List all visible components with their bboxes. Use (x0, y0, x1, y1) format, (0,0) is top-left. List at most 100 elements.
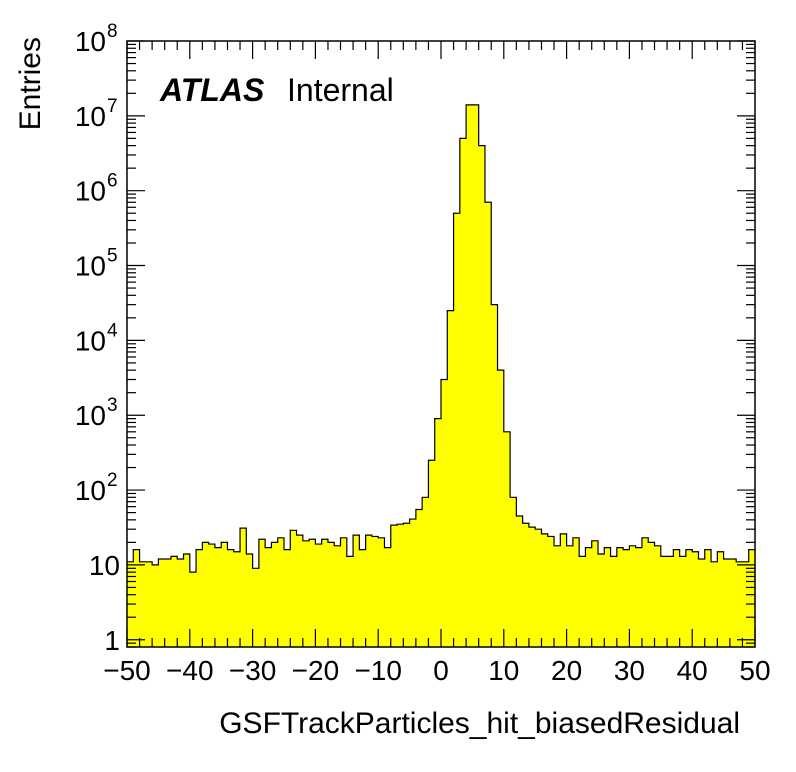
y-axis-title: Entries (14, 37, 47, 130)
y-tick-label: 10 (75, 400, 106, 431)
histogram-bin (711, 561, 718, 647)
histogram-bin (472, 104, 479, 647)
histogram-bin (265, 547, 272, 647)
histogram-bin (742, 561, 750, 647)
histogram-bin (233, 551, 241, 647)
histogram-bin (164, 558, 172, 647)
histogram-bin (654, 545, 662, 647)
histogram-bin (208, 544, 216, 647)
histogram-bin (629, 545, 636, 647)
x-tick-label: 30 (614, 655, 645, 686)
histogram-bars (127, 104, 756, 647)
histogram-bin (604, 547, 611, 647)
histogram-outline (127, 104, 755, 573)
histogram-bin (484, 202, 492, 647)
histogram-bin (409, 519, 417, 647)
histogram-bin (290, 530, 297, 647)
histogram-bin (327, 542, 335, 647)
x-tick-label: −50 (103, 655, 151, 686)
histogram-bin (616, 547, 624, 647)
atlas-label: ATLAS (159, 72, 265, 108)
histogram-bin (566, 545, 574, 647)
histogram-bin (177, 558, 184, 647)
y-tick-label: 10 (75, 101, 106, 132)
histogram-bin (384, 547, 392, 647)
histogram-bin (478, 145, 486, 647)
histogram-bin (170, 556, 178, 647)
histogram-bin (748, 549, 756, 647)
histogram-bin (648, 542, 655, 647)
histogram-bin (434, 418, 442, 647)
histogram-bin (428, 460, 436, 647)
histogram-bin (227, 549, 235, 647)
histogram-bin (214, 547, 222, 647)
histogram-bin (660, 556, 668, 647)
histogram-bin (415, 509, 423, 647)
y-tick-label: 1 (104, 625, 120, 656)
x-tick-labels: −50 −40 −30 −20 −10 0 10 20 30 40 50 (103, 655, 770, 686)
histogram-bin (635, 547, 643, 647)
y-tick-label: 10 (75, 475, 106, 506)
x-tick-label: −30 (229, 655, 277, 686)
axis-ticks (126, 40, 756, 648)
histogram-bin (717, 551, 724, 647)
y-tick-exponent: 2 (107, 470, 118, 491)
histogram-bin (403, 523, 410, 647)
y-tick-exponent: 8 (107, 21, 118, 42)
histogram-bin (641, 537, 649, 647)
histogram-bin (459, 138, 467, 647)
histogram-bin (522, 523, 530, 647)
histogram-bin (541, 533, 549, 647)
histogram-bin (598, 553, 605, 647)
histogram-bin (133, 549, 140, 647)
histogram-bin (453, 213, 461, 647)
histogram-bin (729, 558, 737, 647)
histogram-bin (466, 104, 473, 647)
histogram-bin (340, 537, 348, 647)
histogram-bin (528, 527, 536, 647)
histogram-bin (183, 553, 191, 647)
x-axis-title: GSFTrackParticles_hit_biasedResidual (219, 707, 740, 740)
histogram-bin (510, 497, 517, 647)
histogram-bin (334, 545, 341, 647)
histogram-bin (610, 556, 618, 647)
histogram-bin (503, 431, 511, 647)
y-tick-label: 10 (75, 251, 106, 282)
histogram-bin (378, 537, 385, 647)
histogram-bin (139, 561, 147, 647)
histogram-bin (221, 542, 228, 647)
histogram-bin (189, 572, 197, 647)
histogram-bin (516, 516, 523, 647)
histogram-bin (554, 545, 561, 647)
y-tick-label: 10 (75, 325, 106, 356)
histogram-bin (284, 549, 291, 647)
histogram-bin (560, 533, 567, 647)
histogram-bin (679, 556, 687, 647)
histogram-bin (258, 539, 266, 647)
histogram-bin (535, 529, 542, 647)
histogram-bin (591, 540, 599, 647)
x-tick-label: −40 (166, 655, 214, 686)
histogram-bin (579, 556, 586, 647)
histogram-bin (246, 553, 253, 647)
histogram-bin (390, 525, 398, 647)
x-tick-label: 20 (551, 655, 582, 686)
y-tick-label: 10 (75, 26, 106, 57)
histogram-bin (447, 310, 454, 647)
histogram-bin (397, 524, 404, 647)
x-tick-label: 10 (488, 655, 519, 686)
y-tick-exponent: 3 (107, 395, 118, 416)
histogram-bin (240, 528, 247, 647)
histogram-bin (321, 539, 329, 647)
internal-label: Internal (287, 72, 394, 108)
histogram-bin (371, 536, 379, 647)
histogram-bin (497, 370, 505, 647)
histogram-bin (572, 537, 580, 647)
histogram-bin (547, 536, 555, 647)
y-tick-label: 10 (75, 176, 106, 207)
histogram-bin (346, 556, 354, 647)
histogram-bin (723, 558, 731, 647)
histogram-bin (365, 535, 373, 647)
